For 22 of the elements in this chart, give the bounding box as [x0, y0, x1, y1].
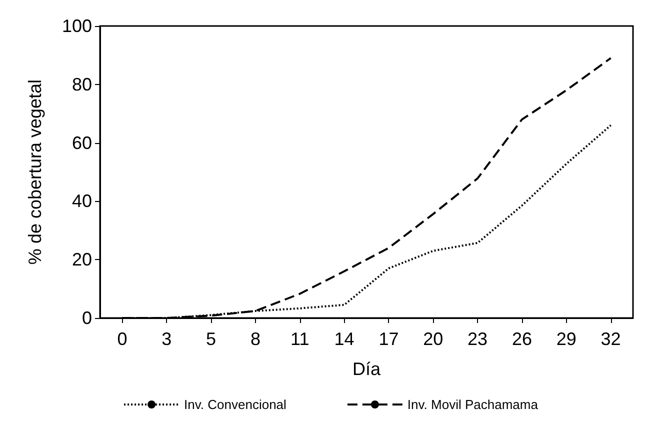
- y-tick-label: 20: [72, 250, 92, 270]
- x-tick-label: 23: [468, 329, 488, 349]
- x-axis-title: Día: [352, 359, 382, 379]
- x-tick-label: 5: [206, 329, 216, 349]
- y-tick-label: 60: [72, 132, 92, 153]
- x-tick-label: 0: [117, 329, 128, 349]
- x-tick-label: 29: [556, 329, 576, 349]
- y-tick-label: 0: [82, 308, 92, 328]
- y-tick-label: 40: [72, 191, 92, 212]
- x-tick-label: 20: [423, 329, 444, 349]
- legend-label: Inv. Convencional: [184, 397, 287, 412]
- y-axis-title: % de cobertura vegetal: [25, 79, 45, 265]
- x-tick-label: 17: [378, 329, 399, 349]
- x-tick-label: 8: [250, 329, 260, 349]
- x-tick-label: 14: [334, 329, 354, 349]
- legend-label: Inv. Movil Pachamama: [407, 397, 539, 412]
- x-tick-label: 11: [290, 329, 310, 349]
- y-tick-label: 80: [72, 74, 92, 94]
- x-tick-label: 26: [512, 329, 532, 349]
- x-tick-label: 3: [162, 329, 172, 349]
- y-tick-label: 100: [62, 16, 92, 36]
- x-tick-label: 32: [600, 329, 621, 349]
